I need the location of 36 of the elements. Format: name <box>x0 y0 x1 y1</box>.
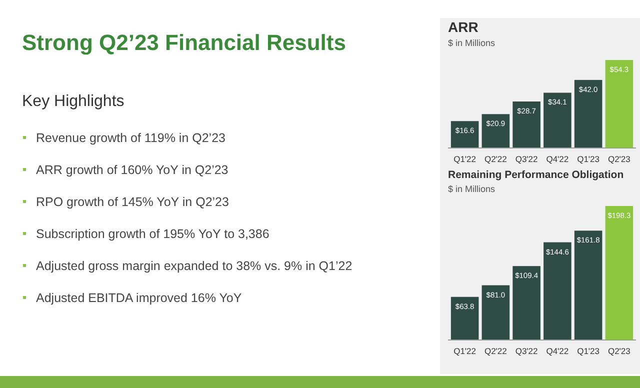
text: Subscription growth of 195% YoY to 3,386 <box>36 227 270 241</box>
bar <box>544 242 572 340</box>
x-tick-label: Q4'22 <box>546 154 569 164</box>
text: Adjusted EBITDA improved 16% YoY <box>36 291 242 305</box>
bar <box>605 60 634 148</box>
text: Adjusted gross margin expanded to 38% vs. 9% in Q1’22 <box>36 259 352 273</box>
bar <box>605 206 634 340</box>
text: ARR growth of 160% YoY in Q2’23 <box>36 163 228 177</box>
x-tick-label: Q1'22 <box>454 346 476 356</box>
x-tick-label: Q3'22 <box>515 154 538 164</box>
text: Strong Q2’23 Financial Results <box>22 30 346 55</box>
text: RPO growth of 145% YoY in Q2’23 <box>36 195 229 209</box>
text: Revenue growth of 119% in Q2’23 <box>36 131 226 145</box>
x-tick-label: Q3'22 <box>515 346 538 356</box>
bar <box>450 121 479 148</box>
x-tick-label: Q2'23 <box>608 154 631 164</box>
x-tick-label: Q1'23 <box>577 346 600 356</box>
chart-subtitle: $ in Millions <box>448 184 496 194</box>
bar <box>482 114 510 148</box>
x-tick-label: Q2'22 <box>484 346 508 356</box>
x-tick-label: Q1'23 <box>577 154 600 164</box>
x-tick-label: Q1'22 <box>454 154 476 164</box>
chart-subtitle: $ in Millions <box>448 38 496 48</box>
bar <box>574 230 602 340</box>
chart-title: Remaining Performance Obligation <box>448 169 624 181</box>
x-tick-label: Q2'22 <box>484 154 508 164</box>
bar <box>482 285 510 340</box>
text: Key Highlights <box>22 93 124 110</box>
bar <box>574 80 602 148</box>
x-tick-label: Q4'22 <box>546 346 569 356</box>
bar <box>450 296 479 340</box>
chart-title: ARR <box>448 19 478 35</box>
bar <box>512 266 540 340</box>
x-tick-label: Q2'23 <box>608 346 631 356</box>
bar <box>512 101 540 148</box>
bar <box>544 92 572 148</box>
